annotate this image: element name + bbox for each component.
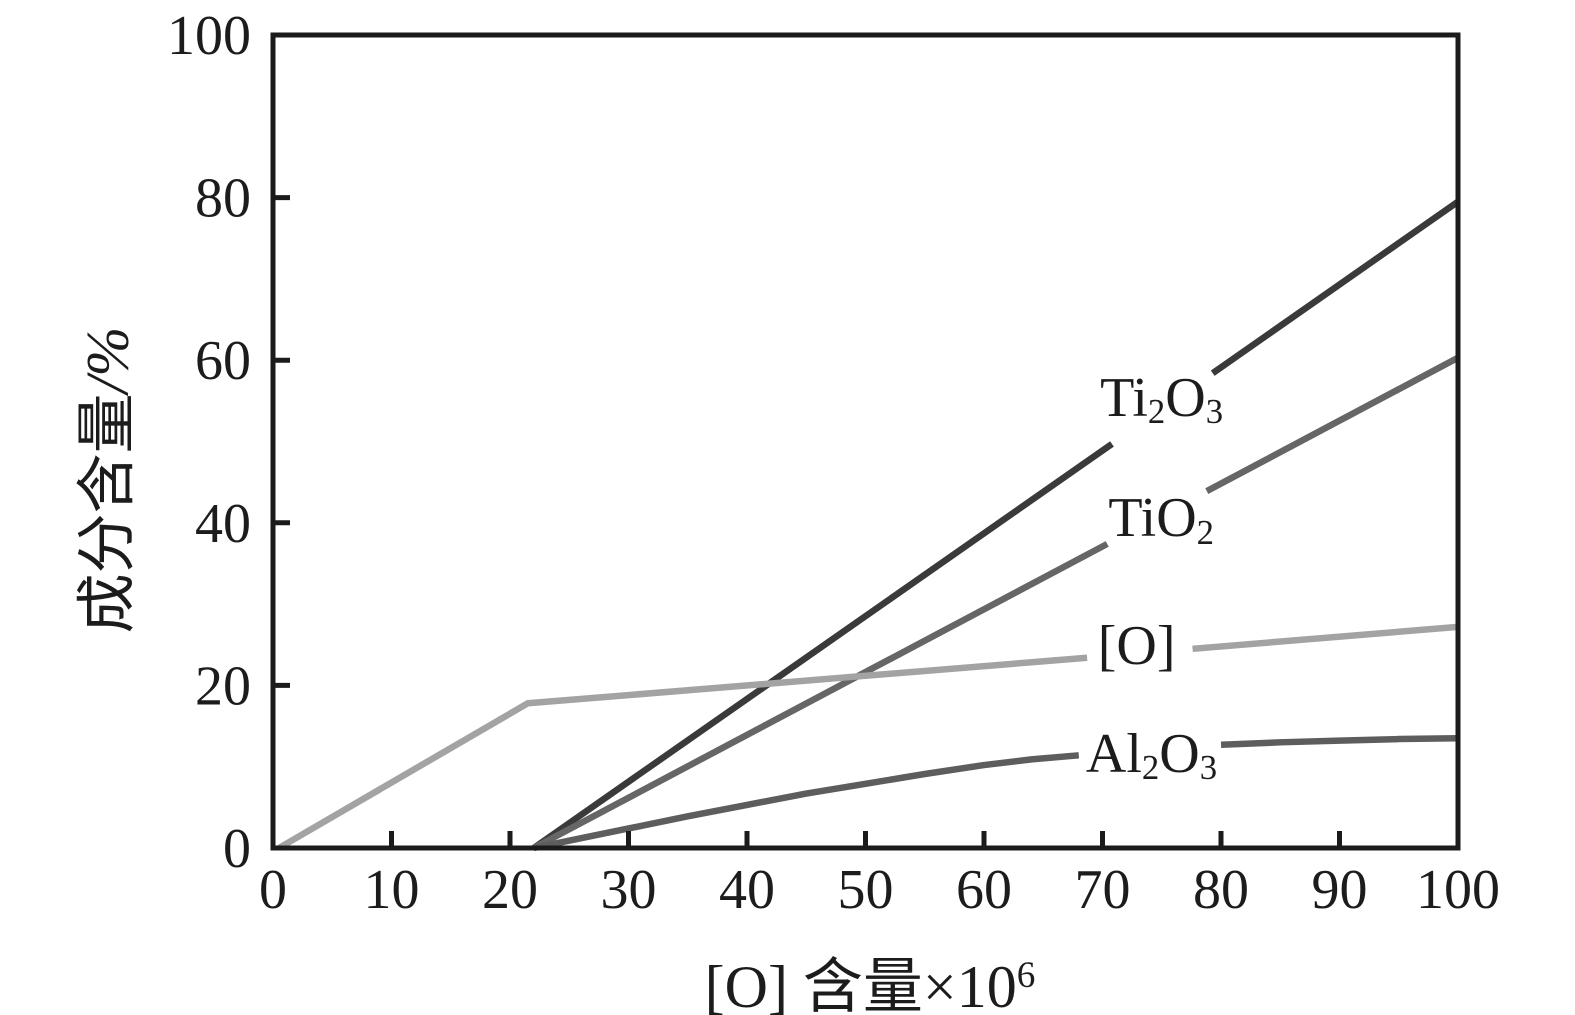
text-fragment: 6 [1016, 954, 1036, 996]
x-tick-label: 90 [1312, 859, 1368, 921]
x-tick-label: 20 [482, 859, 538, 921]
series-line-TiO2 [532, 541, 1109, 851]
series-line-Ti2O3 [531, 441, 1114, 851]
y-axis-title: 成分含量/% [59, 327, 146, 634]
text-fragment: O [1165, 366, 1206, 429]
series-line-O-dissolved [277, 654, 1088, 851]
y-tick-label: 100 [167, 5, 251, 67]
text-fragment: 3 [1205, 392, 1224, 432]
y-tick-label: 0 [223, 818, 251, 880]
text-fragment: 2 [1147, 392, 1166, 432]
y-tick-label: 60 [195, 330, 251, 392]
text-fragment: 成分含量 [74, 393, 141, 634]
series-line-TiO2 [1205, 354, 1460, 494]
text-fragment: 2 [1141, 748, 1160, 788]
x-tick-label: 10 [364, 859, 420, 921]
text-fragment: 3 [1199, 748, 1218, 788]
x-tick-label: 70 [1075, 859, 1131, 921]
text-fragment: [O] [1097, 615, 1176, 678]
y-tick-label: 80 [195, 168, 251, 230]
x-tick-label: 0 [259, 859, 287, 921]
text-fragment: 2 [1196, 512, 1215, 552]
series-line-O-dissolved [1192, 623, 1459, 653]
text-fragment: O [1159, 722, 1200, 785]
series-label-O-dissolved: [O] [1098, 618, 1176, 674]
y-tick-label: 20 [195, 655, 251, 717]
series-line-Al2O3 [533, 752, 1080, 852]
text-fragment: Al [1085, 722, 1142, 785]
text-fragment: /% [74, 326, 141, 394]
x-tick-label: 60 [956, 859, 1012, 921]
x-tick-label: 50 [838, 859, 894, 921]
x-axis-title: [O] 含量×106 [705, 938, 1036, 1015]
plot-frame [270, 32, 1461, 851]
x-tick-label: 40 [719, 859, 775, 921]
x-tick-label: 80 [1193, 859, 1249, 921]
series-line-Ti2O3 [1210, 199, 1460, 376]
x-tick-label: 30 [601, 859, 657, 921]
y-tick-label: 40 [195, 493, 251, 555]
x-tick-label: 100 [1416, 859, 1500, 921]
series-line-Al2O3 [1220, 734, 1459, 748]
text-fragment: [O] 含量×10 [704, 954, 1017, 1015]
text-fragment: TiO [1108, 486, 1197, 549]
text-fragment: Ti [1100, 366, 1148, 429]
series-label-TiO2: TiO2 [1108, 486, 1214, 549]
series-label-Ti2O3: Ti2O3 [1100, 366, 1223, 429]
series-label-Al2O3: Al2O3 [1085, 722, 1217, 785]
